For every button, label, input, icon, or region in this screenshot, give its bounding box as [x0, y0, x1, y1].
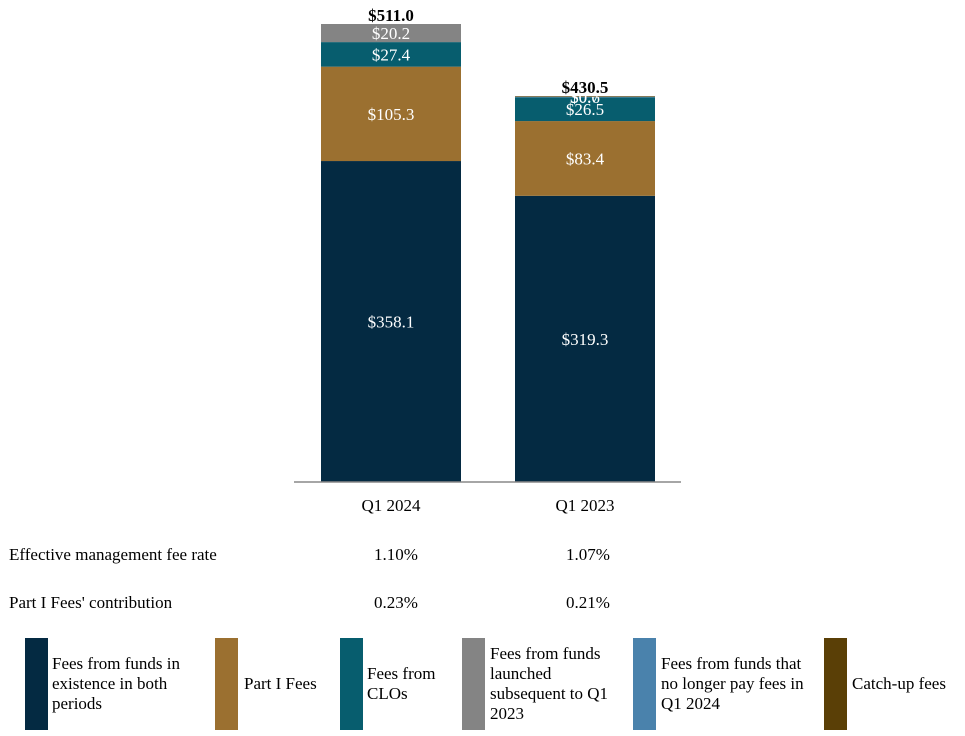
segment-value-label: $20.2	[372, 24, 410, 43]
bar-total-label: $511.0	[368, 6, 414, 25]
legend-label: Fees from CLOs	[367, 664, 436, 703]
segment-value-label: $83.4	[566, 149, 605, 168]
metric-value-q1-2023: 1.07%	[566, 545, 610, 564]
bar-segment-1-2	[515, 97, 655, 122]
segment-value-label: $105.3	[368, 105, 415, 124]
legend-item-catch-up: Catch-up fees	[824, 638, 965, 730]
bar-segment-1-5	[515, 96, 655, 97]
bar-segment-0-2	[321, 42, 461, 67]
legend-item-launched-funds: Fees from funds launched subsequent to Q…	[462, 638, 632, 730]
segment-value-label: $358.1	[368, 313, 415, 332]
legend-swatch-icon	[215, 638, 238, 730]
segment-value-label: $26.5	[566, 100, 604, 119]
bar-total-label: $430.5	[562, 78, 609, 97]
bar-segment-1-1	[515, 121, 655, 196]
legend-swatch-icon	[25, 638, 48, 730]
metric-row-part-i-contribution: Part I Fees' contribution 0.23% 0.21%	[9, 593, 709, 617]
bar-segment-1-4	[515, 96, 655, 98]
legend-swatch-icon	[824, 638, 847, 730]
legend-swatch-icon	[633, 638, 656, 730]
legend-swatch-icon	[340, 638, 363, 730]
metric-value-q1-2024: 1.10%	[374, 545, 418, 564]
x-tick-label: Q1 2024	[361, 496, 421, 515]
stacked-bar-chart: $358.1 $105.3 $27.4 $20.2$511.0 Q1 2024 $319.…	[294, 6, 681, 515]
legend-label: Part I Fees	[244, 674, 317, 693]
legend-item-clos: Fees from CLOs	[340, 638, 462, 730]
bar-segment-0-1	[321, 66, 461, 162]
segment-value-label: $319.3	[562, 330, 609, 349]
x-tick-label: Q1 2023	[555, 496, 614, 515]
legend-item-existing-funds: Fees from funds in existence in both per…	[25, 638, 215, 730]
bar-segment-1-0	[515, 195, 655, 483]
legend-swatch-icon	[462, 638, 485, 730]
legend-label: Fees from funds launched subsequent to Q…	[490, 644, 609, 723]
legend: Fees from funds in existence in both per…	[0, 638, 965, 730]
segment-value-label: $0.7	[570, 87, 600, 106]
segment-value-label: $0.6	[570, 88, 600, 107]
metric-row-fee-rate: Effective management fee rate 1.10% 1.07…	[9, 545, 709, 569]
legend-label: Fees from funds in existence in both per…	[52, 654, 180, 713]
legend-item-part-i-fees: Part I Fees	[215, 638, 340, 730]
legend-label: Catch-up fees	[852, 674, 946, 693]
bar-segment-0-3	[321, 24, 461, 43]
legend-item-no-longer-pay: Fees from funds that no longer pay fees …	[633, 638, 823, 730]
legend-label: Fees from funds that no longer pay fees …	[661, 654, 804, 713]
metric-name: Effective management fee rate	[9, 545, 217, 564]
metric-value-q1-2024: 0.23%	[374, 593, 418, 612]
bar-segment-0-0	[321, 161, 461, 482]
metric-value-q1-2023: 0.21%	[566, 593, 610, 612]
metric-name: Part I Fees' contribution	[9, 593, 173, 612]
segment-value-label: $27.4	[372, 45, 411, 64]
